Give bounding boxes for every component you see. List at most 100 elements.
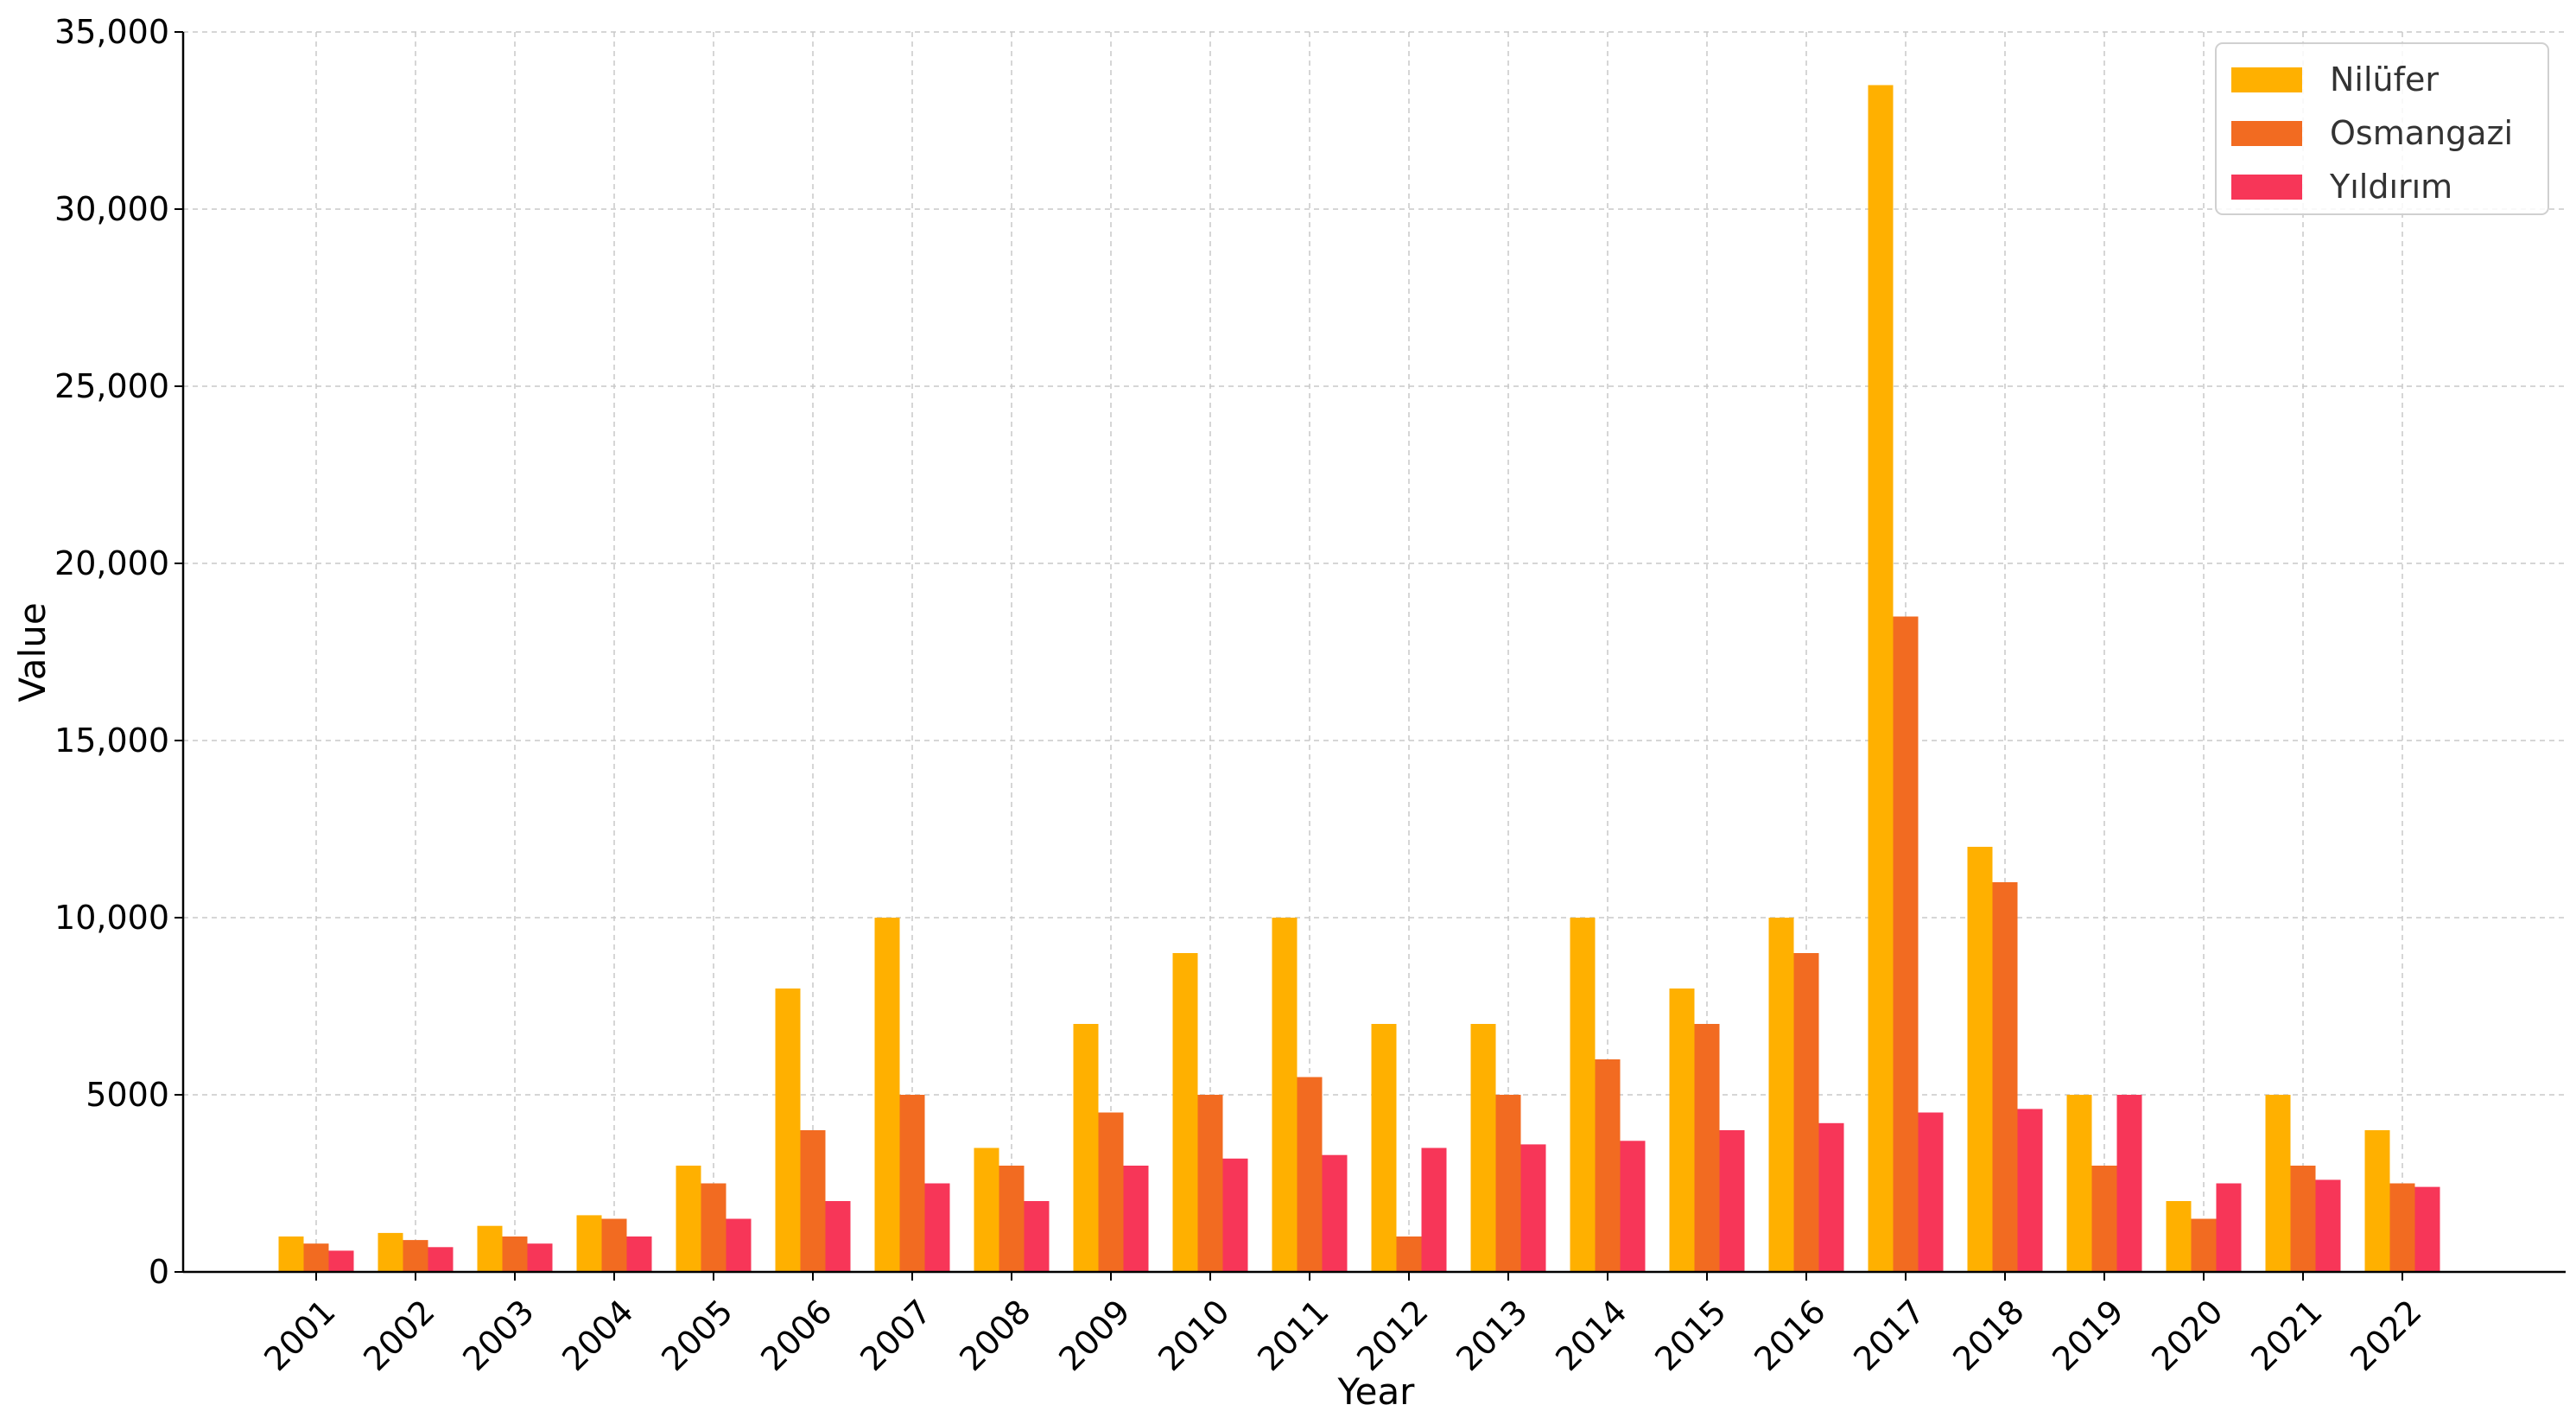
legend-label: Yıldırım xyxy=(2329,168,2452,206)
bar-nil-fer-2001 xyxy=(278,1236,304,1272)
y-tick-label: 30,000 xyxy=(54,190,169,228)
x-tick-label: 2013 xyxy=(1449,1293,1535,1379)
bar-osmangazi-2014 xyxy=(1595,1059,1621,1272)
legend-label: Osmangazi xyxy=(2330,114,2513,152)
bar-y-ld-r-m-2018 xyxy=(2017,1109,2043,1272)
bar-nil-fer-2013 xyxy=(1470,1024,1496,1272)
x-tick-label: 2016 xyxy=(1747,1293,1833,1379)
bar-osmangazi-2016 xyxy=(1793,953,1819,1272)
legend-swatch xyxy=(2231,175,2302,200)
x-tick-label: 2017 xyxy=(1846,1293,1932,1379)
bar-osmangazi-2018 xyxy=(1992,882,2018,1272)
bar-y-ld-r-m-2001 xyxy=(328,1250,354,1272)
legend-swatch xyxy=(2231,67,2302,92)
bar-y-ld-r-m-2020 xyxy=(2216,1183,2242,1272)
bar-nil-fer-2020 xyxy=(2166,1201,2192,1272)
x-tick-label: 2022 xyxy=(2343,1293,2429,1379)
bar-y-ld-r-m-2010 xyxy=(1222,1158,1248,1272)
bar-nil-fer-2006 xyxy=(775,989,801,1272)
bar-y-ld-r-m-2021 xyxy=(2315,1179,2341,1272)
bar-osmangazi-2003 xyxy=(502,1236,528,1272)
bar-y-ld-r-m-2008 xyxy=(1024,1201,1050,1272)
x-tick-label: 2003 xyxy=(455,1293,542,1379)
y-tick-label: 5000 xyxy=(86,1076,169,1114)
bar-nil-fer-2002 xyxy=(378,1232,403,1272)
bar-osmangazi-2004 xyxy=(601,1218,627,1272)
y-tick-label: 0 xyxy=(149,1253,169,1291)
bar-osmangazi-2022 xyxy=(2389,1183,2415,1272)
bar-osmangazi-2006 xyxy=(800,1130,826,1272)
bar-nil-fer-2004 xyxy=(576,1215,602,1272)
bar-osmangazi-2011 xyxy=(1297,1077,1323,1272)
bar-nil-fer-2011 xyxy=(1272,918,1298,1272)
bar-osmangazi-2007 xyxy=(899,1095,925,1272)
bar-y-ld-r-m-2009 xyxy=(1123,1166,1149,1272)
x-axis-title: Year xyxy=(1337,1370,1416,1413)
bar-y-ld-r-m-2003 xyxy=(527,1243,553,1272)
bar-nil-fer-2021 xyxy=(2265,1095,2291,1272)
x-tick-label: 2011 xyxy=(1250,1293,1336,1379)
x-tick-label: 2021 xyxy=(2243,1293,2330,1379)
bar-nil-fer-2015 xyxy=(1669,989,1695,1272)
x-tick-label: 2008 xyxy=(952,1293,1038,1379)
bar-osmangazi-2017 xyxy=(1893,616,1919,1272)
bar-nil-fer-2017 xyxy=(1868,85,1894,1272)
bar-nil-fer-2016 xyxy=(1768,918,1794,1272)
bar-osmangazi-2015 xyxy=(1694,1024,1720,1272)
y-axis-title: Value xyxy=(11,602,54,702)
bar-nil-fer-2018 xyxy=(1967,847,1993,1272)
legend-swatch xyxy=(2231,121,2302,146)
bar-y-ld-r-m-2011 xyxy=(1322,1154,1348,1272)
bar-y-ld-r-m-2006 xyxy=(825,1201,851,1272)
x-tick-label: 2007 xyxy=(853,1293,939,1379)
y-tick-label: 25,000 xyxy=(54,367,169,405)
bars xyxy=(278,85,2440,1272)
x-tick-label: 2014 xyxy=(1548,1293,1634,1379)
x-tick-label: 2018 xyxy=(1945,1293,2032,1379)
bar-y-ld-r-m-2004 xyxy=(626,1236,652,1272)
bar-y-ld-r-m-2002 xyxy=(428,1247,454,1272)
legend: Nilüfer Osmangazi Yıldırım xyxy=(2215,42,2549,215)
bar-y-ld-r-m-2005 xyxy=(726,1218,752,1272)
bar-y-ld-r-m-2013 xyxy=(1520,1144,1546,1272)
bar-osmangazi-2005 xyxy=(701,1183,726,1272)
x-tick-label: 2006 xyxy=(753,1293,840,1379)
bar-y-ld-r-m-2016 xyxy=(1818,1122,1844,1272)
bar-nil-fer-2019 xyxy=(2066,1095,2092,1272)
axes xyxy=(174,31,2566,1281)
bar-osmangazi-2010 xyxy=(1197,1095,1223,1272)
bar-y-ld-r-m-2007 xyxy=(924,1183,950,1272)
x-tick-label: 2020 xyxy=(2144,1293,2230,1379)
x-tick-label: 2001 xyxy=(257,1293,343,1379)
bar-osmangazi-2008 xyxy=(999,1166,1025,1272)
legend-label: Nilüfer xyxy=(2330,60,2439,99)
x-tick-label: 2002 xyxy=(356,1293,442,1379)
bar-nil-fer-2014 xyxy=(1570,918,1596,1272)
bar-y-ld-r-m-2015 xyxy=(1719,1130,1745,1272)
y-tick-label: 35,000 xyxy=(54,13,169,51)
x-tick-label: 2015 xyxy=(1647,1293,1734,1379)
bar-nil-fer-2022 xyxy=(2364,1130,2390,1272)
y-tick-label: 20,000 xyxy=(54,544,169,582)
bar-y-ld-r-m-2012 xyxy=(1421,1147,1447,1272)
bar-osmangazi-2019 xyxy=(2091,1166,2117,1272)
x-tick-label: 2019 xyxy=(2045,1293,2131,1379)
bar-y-ld-r-m-2017 xyxy=(1918,1112,1944,1272)
x-tick-label: 2009 xyxy=(1051,1293,1138,1379)
bar-osmangazi-2009 xyxy=(1098,1112,1124,1272)
y-tick-label: 15,000 xyxy=(54,722,169,760)
bar-osmangazi-2021 xyxy=(2290,1166,2316,1272)
grid xyxy=(183,31,2566,1273)
x-tick-label: 2005 xyxy=(654,1293,740,1379)
bar-y-ld-r-m-2022 xyxy=(2414,1186,2440,1272)
bar-osmangazi-2013 xyxy=(1495,1095,1521,1272)
bar-osmangazi-2001 xyxy=(303,1243,329,1272)
bar-osmangazi-2012 xyxy=(1396,1236,1422,1272)
x-tick-label: 2004 xyxy=(555,1293,641,1379)
x-tick-label: 2010 xyxy=(1151,1293,1237,1379)
bar-osmangazi-2020 xyxy=(2191,1218,2217,1272)
x-tick-label: 2012 xyxy=(1349,1293,1436,1379)
bar-y-ld-r-m-2014 xyxy=(1620,1141,1646,1272)
